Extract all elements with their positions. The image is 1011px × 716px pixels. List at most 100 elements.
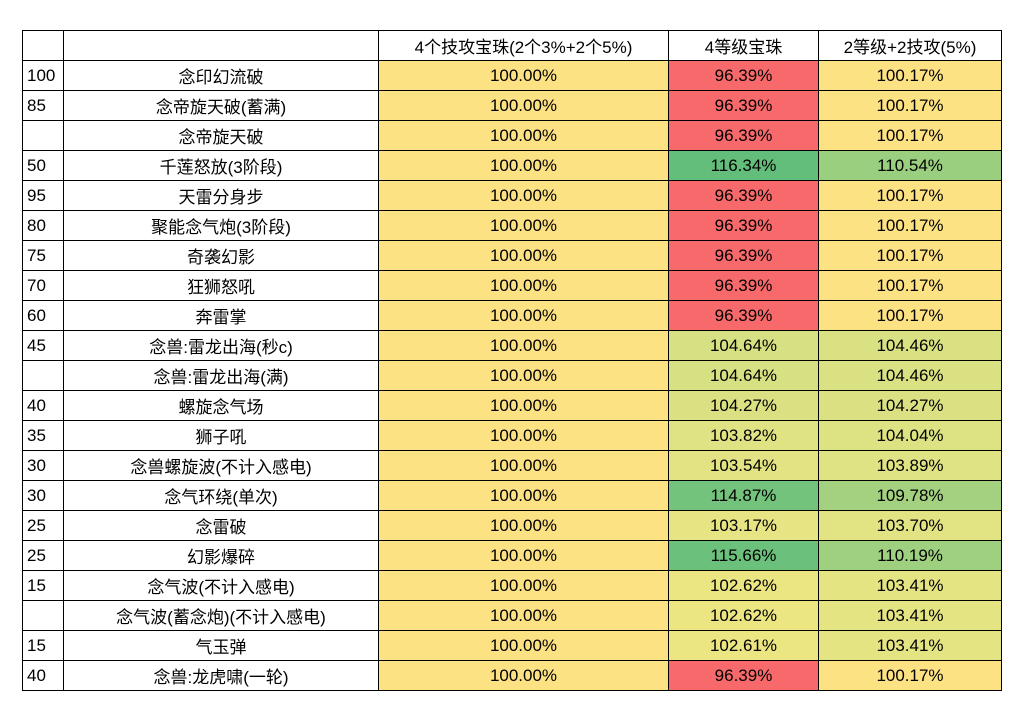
header-cell: 2等级+2技攻(5%) (818, 30, 1002, 61)
row: 50 千莲怒放(3阶段) 100.00% 116.34% 110.54% (22, 150, 1002, 181)
level-cell: 80 (22, 210, 64, 241)
value-cell: 100.17% (818, 120, 1002, 151)
row: 70 狂狮怒吼 100.00% 96.39% 100.17% (22, 270, 1002, 301)
level-cell: 85 (22, 90, 64, 121)
level-cell: 75 (22, 240, 64, 271)
skill-cell: 念气波(不计入感电) (63, 570, 379, 601)
row: 60 奔雷掌 100.00% 96.39% 100.17% (22, 300, 1002, 331)
level-cell (22, 360, 64, 391)
level-cell (22, 120, 64, 151)
value-cell: 100.00% (378, 60, 669, 91)
value-cell: 96.39% (668, 180, 819, 211)
value-cell: 103.41% (818, 600, 1002, 631)
value-cell: 102.62% (668, 570, 819, 601)
table-body: 4个技攻宝珠(2个3%+2个5%) 4等级宝珠 2等级+2技攻(5%) 100 念… (22, 30, 1002, 691)
value-cell: 104.04% (818, 420, 1002, 451)
value-cell: 100.17% (818, 660, 1002, 691)
value-cell: 100.00% (378, 390, 669, 421)
level-cell: 50 (22, 150, 64, 181)
skill-cell: 念印幻流破 (63, 60, 379, 91)
row: 25 念雷破 100.00% 103.17% 103.70% (22, 510, 1002, 541)
row: 15 念气波(不计入感电) 100.00% 102.62% 103.41% (22, 570, 1002, 601)
row: 念气波(蓄念炮)(不计入感电) 100.00% 102.62% 103.41% (22, 600, 1002, 631)
value-cell: 100.17% (818, 210, 1002, 241)
level-cell: 40 (22, 390, 64, 421)
value-cell: 104.64% (668, 330, 819, 361)
row: 15 气玉弹 100.00% 102.61% 103.41% (22, 630, 1002, 661)
value-cell: 104.46% (818, 330, 1002, 361)
value-cell: 100.00% (378, 270, 669, 301)
row: 85 念帝旋天破(蓄满) 100.00% 96.39% 100.17% (22, 90, 1002, 121)
level-cell: 60 (22, 300, 64, 331)
value-cell: 100.00% (378, 630, 669, 661)
value-cell: 103.70% (818, 510, 1002, 541)
value-cell: 100.00% (378, 300, 669, 331)
level-cell: 45 (22, 330, 64, 361)
value-cell: 104.64% (668, 360, 819, 391)
row: 40 螺旋念气场 100.00% 104.27% 104.27% (22, 390, 1002, 421)
value-cell: 103.89% (818, 450, 1002, 481)
level-cell: 70 (22, 270, 64, 301)
value-cell: 96.39% (668, 210, 819, 241)
level-cell: 95 (22, 180, 64, 211)
header-cell: 4等级宝珠 (668, 30, 819, 61)
value-cell: 100.00% (378, 420, 669, 451)
skill-cell: 念雷破 (63, 510, 379, 541)
value-cell: 100.00% (378, 90, 669, 121)
value-cell: 96.39% (668, 90, 819, 121)
value-cell: 100.00% (378, 360, 669, 391)
level-cell: 30 (22, 450, 64, 481)
value-cell: 114.87% (668, 480, 819, 511)
value-cell: 109.78% (818, 480, 1002, 511)
value-cell: 100.17% (818, 180, 1002, 211)
value-cell: 116.34% (668, 150, 819, 181)
value-cell: 100.00% (378, 600, 669, 631)
value-cell: 100.00% (378, 660, 669, 691)
level-cell: 15 (22, 570, 64, 601)
row: 25 幻影爆碎 100.00% 115.66% 110.19% (22, 540, 1002, 571)
header-cell (63, 30, 379, 61)
value-cell: 115.66% (668, 540, 819, 571)
value-cell: 100.00% (378, 480, 669, 511)
skill-cell: 念帝旋天破(蓄满) (63, 90, 379, 121)
value-cell: 103.82% (668, 420, 819, 451)
value-cell: 100.17% (818, 270, 1002, 301)
row: 45 念兽:雷龙出海(秒c) 100.00% 104.64% 104.46% (22, 330, 1002, 361)
value-cell: 100.00% (378, 150, 669, 181)
header-row: 4个技攻宝珠(2个3%+2个5%) 4等级宝珠 2等级+2技攻(5%) (22, 30, 1002, 61)
row: 30 念兽螺旋波(不计入感电) 100.00% 103.54% 103.89% (22, 450, 1002, 481)
skill-cell: 念兽:雷龙出海(满) (63, 360, 379, 391)
value-cell: 96.39% (668, 270, 819, 301)
value-cell: 103.41% (818, 630, 1002, 661)
skill-cell: 狂狮怒吼 (63, 270, 379, 301)
table: 4个技攻宝珠(2个3%+2个5%) 4等级宝珠 2等级+2技攻(5%) 100 念… (22, 30, 1002, 691)
value-cell: 100.17% (818, 300, 1002, 331)
value-cell: 102.62% (668, 600, 819, 631)
level-cell: 25 (22, 510, 64, 541)
value-cell: 100.00% (378, 240, 669, 271)
skill-cell: 奇袭幻影 (63, 240, 379, 271)
level-cell: 40 (22, 660, 64, 691)
level-cell: 25 (22, 540, 64, 571)
value-cell: 100.17% (818, 90, 1002, 121)
header-cell: 4个技攻宝珠(2个3%+2个5%) (378, 30, 669, 61)
value-cell: 103.17% (668, 510, 819, 541)
header-cell (22, 30, 64, 61)
value-cell: 96.39% (668, 660, 819, 691)
row: 95 天雷分身步 100.00% 96.39% 100.17% (22, 180, 1002, 211)
row: 念兽:雷龙出海(满) 100.00% 104.64% 104.46% (22, 360, 1002, 391)
skill-cell: 奔雷掌 (63, 300, 379, 331)
row: 30 念气环绕(单次) 100.00% 114.87% 109.78% (22, 480, 1002, 511)
skill-cell: 聚能念气炮(3阶段) (63, 210, 379, 241)
value-cell: 100.00% (378, 330, 669, 361)
value-cell: 110.54% (818, 150, 1002, 181)
row: 35 狮子吼 100.00% 103.82% 104.04% (22, 420, 1002, 451)
value-cell: 100.00% (378, 540, 669, 571)
value-cell: 96.39% (668, 300, 819, 331)
skill-cell: 念帝旋天破 (63, 120, 379, 151)
skill-cell: 天雷分身步 (63, 180, 379, 211)
value-cell: 104.46% (818, 360, 1002, 391)
value-cell: 100.00% (378, 450, 669, 481)
value-cell: 100.00% (378, 510, 669, 541)
